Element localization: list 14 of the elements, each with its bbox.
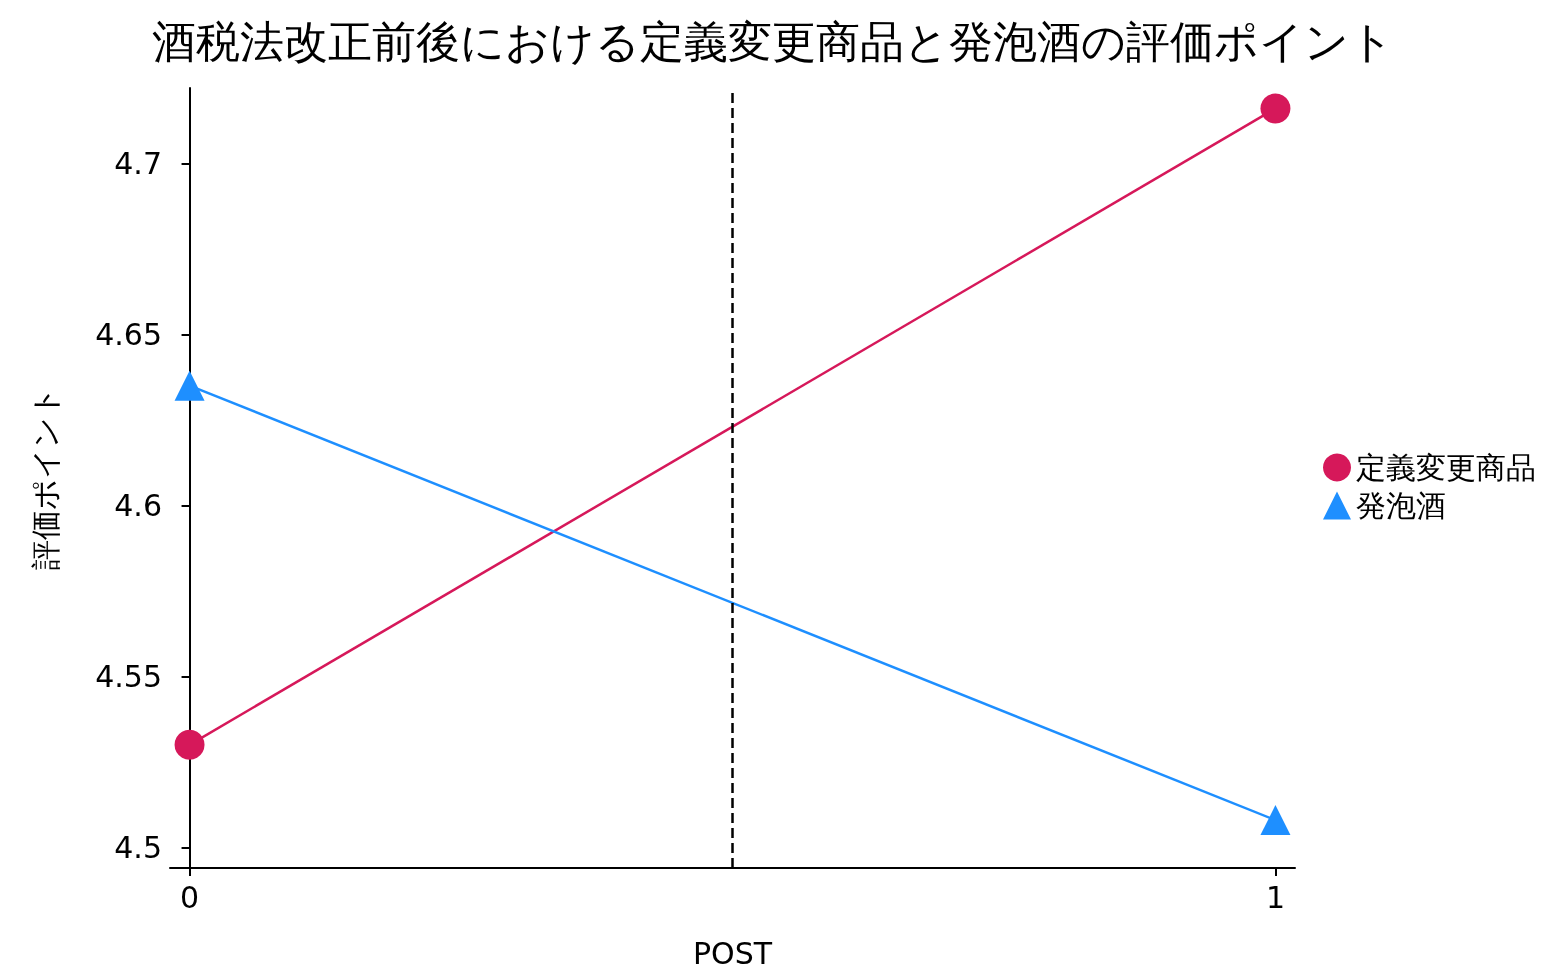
y-tick-label: 4.55 — [95, 658, 162, 694]
y-axis-title: 評価ポイント — [27, 386, 63, 570]
chart-title: 酒税法改正前後における定義変更商品と発泡酒の評価ポイント — [151, 15, 1394, 67]
point — [174, 729, 205, 760]
y-tick-label: 4.5 — [114, 829, 162, 865]
y-tick-label: 4.65 — [95, 316, 162, 352]
x-axis-title: POST — [692, 935, 773, 971]
x-tick-label: 1 — [1265, 879, 1285, 915]
point — [1260, 93, 1291, 124]
y-tick-label: 4.7 — [114, 145, 162, 181]
x-tick-label: 0 — [180, 879, 200, 915]
legend-label: 定義変更商品 — [1356, 450, 1536, 485]
legend-label: 発泡酒 — [1356, 488, 1446, 523]
y-tick-label: 4.6 — [114, 487, 162, 523]
